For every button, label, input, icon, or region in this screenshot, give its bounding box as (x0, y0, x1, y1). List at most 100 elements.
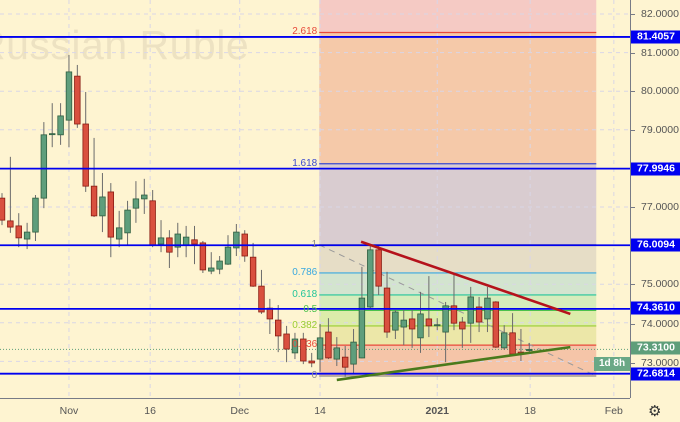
candle (208, 252, 215, 275)
price-chart[interactable] (0, 0, 630, 398)
bearish-candle-body (492, 301, 500, 348)
gear-icon[interactable]: ⚙ (648, 403, 662, 420)
fib-level-label: 1.618 (292, 157, 318, 169)
level-price-badge: 77.9946 (631, 162, 680, 176)
candle (141, 178, 148, 214)
price-tick-label: 80.0000 (631, 85, 679, 98)
bullish-candle-body (333, 347, 340, 360)
price-tick-label: 73.0000 (631, 357, 679, 370)
bullish-candle-body (367, 249, 374, 308)
bearish-candle-body (459, 321, 466, 330)
bullish-candle-body (434, 324, 441, 327)
candle (333, 337, 340, 367)
candle (166, 230, 173, 268)
bullish-candle-body (442, 305, 449, 333)
candle (459, 317, 466, 348)
bullish-candle-body (233, 231, 240, 249)
resistance-trendline (360, 240, 571, 316)
bearish-candle-body (425, 318, 433, 327)
bullish-candle-body (417, 313, 424, 339)
bearish-candle-body (341, 356, 349, 368)
candle (350, 328, 357, 375)
candle (49, 103, 56, 148)
fib-band (319, 244, 597, 273)
candle (408, 310, 416, 348)
candle (32, 195, 39, 241)
fib-level-label: 0.786 (292, 266, 318, 278)
bullish-candle-body (174, 233, 181, 248)
candle (65, 54, 73, 148)
candle (249, 242, 257, 287)
fib-level-label: 0.236 (292, 339, 318, 351)
bearish-candle-body (275, 319, 282, 337)
fib-level-label: 1 (311, 238, 318, 250)
fib-level-label: 0.618 (292, 288, 318, 300)
candle (325, 318, 332, 360)
bearish-candle-body (408, 318, 416, 330)
level-price-badge: 81.4057 (631, 30, 680, 44)
candle (367, 244, 374, 309)
bearish-candle-body (90, 185, 98, 217)
bearish-candle-body (300, 338, 307, 362)
candle (300, 332, 307, 365)
candle (475, 296, 483, 333)
fib-band (319, 0, 597, 33)
time-tick-label: 16 (144, 405, 156, 417)
bullish-candle-body (350, 341, 357, 365)
bullish-candle-body (208, 267, 215, 272)
time-tick-label: 14 (314, 405, 326, 417)
fib-level-label: 0.5 (303, 304, 318, 316)
bearish-candle-body (82, 123, 89, 187)
bearish-candle-body (0, 197, 6, 221)
candle (383, 271, 391, 338)
bearish-candle-body (509, 332, 516, 355)
candle (233, 223, 240, 257)
candle (132, 181, 140, 223)
bullish-candle-body (65, 71, 73, 121)
candle (174, 222, 181, 258)
candle (15, 213, 22, 248)
time-axis[interactable]: Nov 16 Dec 14 2021 18 Feb (0, 398, 630, 422)
candle (341, 345, 349, 377)
candle (124, 200, 131, 245)
bearish-candle-body (74, 75, 81, 125)
bullish-candle-body (358, 297, 366, 359)
price-tick-label: 75.0000 (631, 278, 679, 291)
bullish-candle-body (115, 227, 123, 240)
candle (375, 244, 382, 296)
candle (74, 64, 81, 128)
price-axis[interactable]: 82.0000 81.0000 80.0000 79.0000 77.0000 75.00… (594, 0, 680, 398)
candle (450, 274, 458, 331)
time-tick-label: Dec (230, 405, 250, 417)
time-tick-label: Feb (604, 405, 623, 417)
fib-level-label: 0.382 (292, 319, 318, 331)
bearish-candle-body (450, 305, 458, 324)
bearish-candle-body (258, 285, 265, 313)
fib-trend-diagonal (319, 244, 597, 377)
candle (500, 325, 508, 350)
candle (90, 137, 98, 218)
candle (316, 323, 324, 372)
bearish-candle-body (15, 225, 22, 239)
bullish-candle-body (526, 349, 533, 351)
bullish-candle-body (316, 337, 324, 360)
candle (358, 266, 366, 359)
candle (308, 352, 315, 368)
bearish-candle-body (149, 200, 156, 246)
level-price-badge: 72.6814 (631, 367, 680, 381)
fib-band (319, 163, 597, 245)
candle (291, 332, 299, 360)
price-tick-label: 77.0000 (631, 201, 679, 213)
candle (182, 225, 190, 258)
price-tick-label: 82.0000 (631, 8, 679, 20)
bullish-candle-body (182, 236, 190, 246)
candle (224, 235, 232, 265)
bullish-candle-body (57, 115, 64, 136)
bullish-candle-body (141, 194, 148, 200)
bullish-candle-body (49, 133, 56, 136)
time-tick-label: 2021 (425, 405, 449, 417)
bullish-candle-body (291, 338, 299, 354)
fib-level-label: 2.618 (292, 26, 318, 38)
candle (283, 325, 290, 363)
price-tick-label: 74.0000 (631, 317, 679, 330)
